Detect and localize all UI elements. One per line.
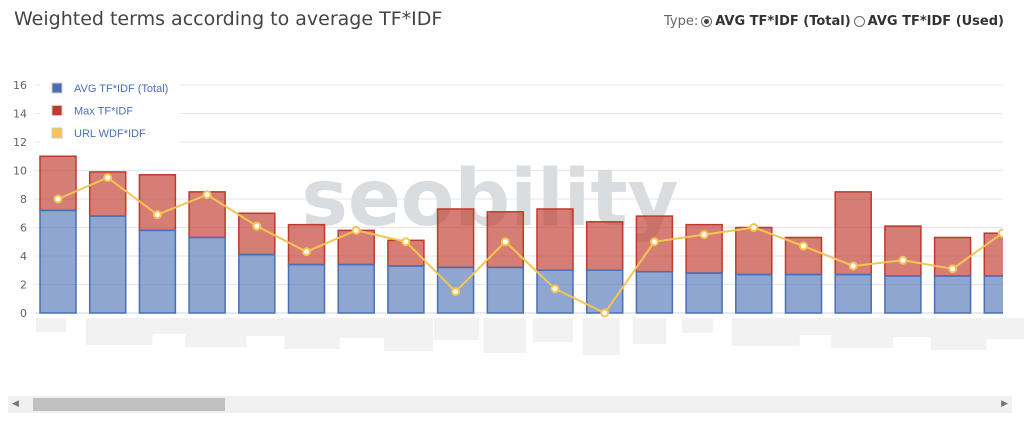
line-point [53, 194, 63, 204]
x-label-redacted [880, 318, 940, 337]
x-label-redacted [135, 318, 200, 334]
line-point [799, 241, 808, 251]
bar-avg [387, 265, 425, 314]
horizontal-scrollbar[interactable]: ◀ ▶ [8, 396, 1012, 413]
line-point [451, 287, 461, 297]
line-point [749, 223, 759, 232]
bar-max [138, 174, 177, 232]
type-selector: Type: AVG TF*IDF (Total) AVG TF*IDF (Use… [664, 14, 1004, 29]
scroll-right-icon[interactable]: ▶ [1001, 399, 1008, 409]
bar-avg [39, 209, 77, 314]
legend-item: URL WDF*IDF [74, 128, 146, 140]
y-tick-label: 16 [13, 79, 27, 92]
x-label-redacted [632, 318, 667, 344]
bar-avg [834, 273, 872, 314]
x-label-redacted [582, 318, 620, 355]
x-label-redacted [781, 318, 847, 335]
line-point [948, 264, 958, 274]
bar-group [39, 155, 1003, 314]
bar-max [585, 221, 624, 272]
bar-avg [337, 263, 375, 314]
scrollbar-thumb[interactable] [33, 398, 225, 411]
bar-avg [238, 253, 276, 314]
bar-max [884, 225, 922, 277]
bar-avg [287, 263, 326, 314]
x-label-redacted [383, 318, 433, 351]
x-label-redacted [682, 318, 714, 333]
line-point [302, 247, 311, 257]
bar-max [635, 215, 674, 273]
line-point [848, 261, 858, 271]
line-point [997, 228, 1003, 238]
line-point [600, 308, 610, 318]
bar-max [983, 232, 1003, 277]
line-point [401, 237, 411, 247]
line-url-wdf-idf [57, 176, 1003, 315]
line-point [550, 284, 560, 294]
bar-avg [933, 275, 972, 314]
bar-avg [188, 236, 226, 314]
bar-avg [88, 215, 127, 314]
x-label-redacted [980, 318, 1024, 339]
bar-avg [138, 229, 177, 314]
line-point [699, 230, 709, 240]
x-label-redacted [483, 318, 527, 353]
option-avg-used[interactable]: AVG TF*IDF (Used) [867, 14, 1004, 29]
line-point [252, 221, 262, 231]
bar-avg [486, 266, 525, 314]
legend-swatch [51, 105, 63, 116]
radio-avg-used[interactable] [853, 16, 865, 27]
x-label-redacted [36, 318, 66, 332]
legend-swatch [51, 82, 63, 94]
legend-item: Max TF*IDF [74, 106, 133, 118]
y-tick-label: 2 [20, 279, 27, 292]
line-point [351, 225, 361, 235]
x-label-redacted [284, 318, 340, 349]
legend-bg [40, 78, 180, 144]
bar-avg [983, 275, 1003, 314]
bar-max [536, 208, 574, 272]
y-tick-label: 0 [20, 307, 27, 320]
bar-avg [735, 273, 773, 314]
line-point [898, 255, 908, 265]
y-tick-label: 12 [13, 136, 27, 149]
line-point [103, 173, 113, 183]
scroll-left-icon[interactable]: ◀ [12, 399, 19, 409]
legend: AVG TF*IDF (Total) Max TF*IDF URL WDF*IDF [40, 78, 180, 144]
type-label: Type: [664, 14, 699, 29]
bar-max [436, 208, 475, 269]
y-tick-label: 4 [20, 250, 27, 263]
x-label-redacted [334, 318, 387, 338]
y-tick-label: 6 [20, 222, 27, 235]
line-point [152, 210, 162, 220]
line-point [500, 237, 510, 247]
legend-swatch [51, 127, 63, 139]
x-label-redacted [930, 318, 987, 350]
bar-avg [884, 275, 922, 314]
bar-avg [585, 269, 624, 314]
bar-avg [784, 273, 823, 314]
bar-avg [685, 272, 723, 314]
legend-item: AVG TF*IDF (Total) [74, 83, 168, 95]
line-group [53, 173, 1003, 318]
option-avg-total[interactable]: AVG TF*IDF (Total) [715, 14, 851, 29]
y-tick-label: 8 [20, 193, 27, 206]
y-tick-label: 10 [13, 165, 27, 178]
y-tick-label: 14 [13, 108, 27, 121]
chart-title: Weighted terms according to average TF*I… [14, 8, 443, 30]
bar-max [238, 212, 276, 256]
line-point [649, 237, 659, 247]
bar-max [735, 226, 773, 276]
line-point [202, 190, 212, 200]
bar-avg [635, 270, 674, 314]
x-label-redacted [234, 318, 293, 336]
x-label-redacted [433, 318, 480, 340]
x-label-redacted [533, 318, 573, 342]
radio-avg-total[interactable] [701, 16, 713, 27]
